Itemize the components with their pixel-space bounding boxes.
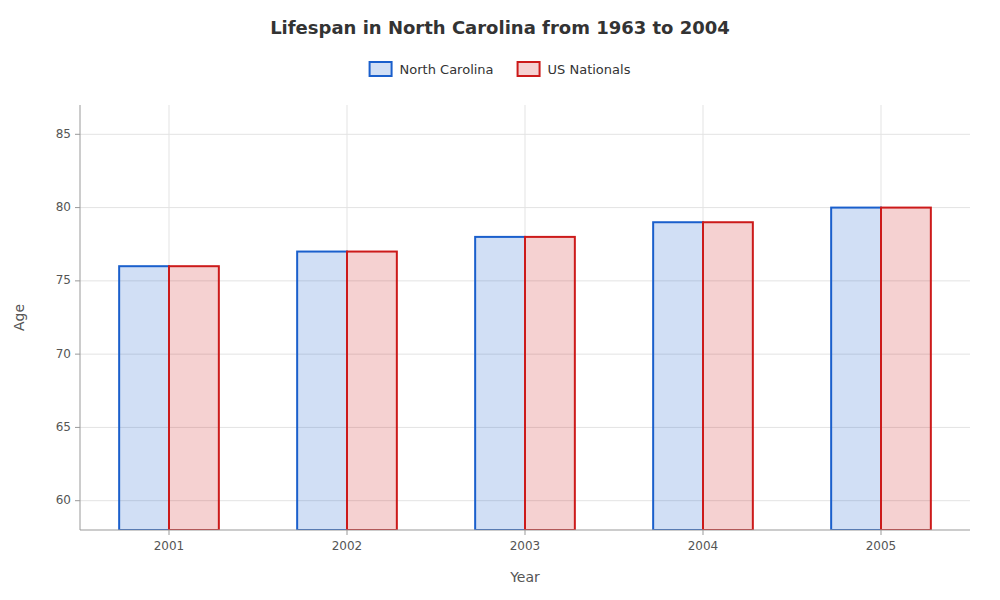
chart: 60 65 70 75 80 85 2001 2002 2003 2004 2005 Year Age L… bbox=[0, 0, 1000, 600]
x-tick-label: 2001 bbox=[154, 539, 185, 553]
x-axis-label: Year bbox=[509, 569, 540, 585]
y-tick bbox=[75, 134, 80, 135]
y-tick bbox=[75, 500, 80, 501]
bar bbox=[881, 208, 931, 530]
x-tick bbox=[881, 530, 882, 535]
grid bbox=[80, 105, 970, 530]
bar bbox=[475, 237, 525, 530]
x-tick bbox=[169, 530, 170, 535]
y-tick-label: 70 bbox=[56, 347, 71, 361]
legend: North Carolina US Nationals bbox=[370, 62, 631, 77]
x-tick bbox=[525, 530, 526, 535]
y-tick-label: 60 bbox=[56, 493, 71, 507]
bar bbox=[703, 222, 753, 530]
y-tick-label: 80 bbox=[56, 200, 71, 214]
y-tick bbox=[75, 427, 80, 428]
x-tick bbox=[703, 530, 704, 535]
y-tick-label: 75 bbox=[56, 273, 71, 287]
x-tick-label: 2003 bbox=[510, 539, 541, 553]
bar bbox=[653, 222, 703, 530]
x-tick-label: 2005 bbox=[866, 539, 897, 553]
legend-label: North Carolina bbox=[400, 62, 494, 77]
bar bbox=[169, 266, 219, 530]
y-axis-label: Age bbox=[11, 304, 27, 331]
y-tick bbox=[75, 354, 80, 355]
bar bbox=[831, 208, 881, 530]
title: Lifespan in North Carolina from 1963 to … bbox=[270, 17, 730, 38]
x-tick-label: 2004 bbox=[688, 539, 719, 553]
y-tick bbox=[75, 280, 80, 281]
bar bbox=[347, 252, 397, 530]
y-tick-label: 85 bbox=[56, 127, 71, 141]
bar bbox=[119, 266, 169, 530]
y-tick-label: 65 bbox=[56, 420, 71, 434]
x-tick-label: 2002 bbox=[332, 539, 363, 553]
bars bbox=[119, 208, 931, 530]
y-axis-line bbox=[80, 105, 81, 530]
bar bbox=[525, 237, 575, 530]
legend-item: North Carolina bbox=[370, 62, 494, 77]
legend-item: US Nationals bbox=[518, 62, 631, 77]
bar bbox=[297, 252, 347, 530]
legend-label: US Nationals bbox=[548, 62, 631, 77]
legend-swatch bbox=[518, 62, 540, 76]
x-tick bbox=[347, 530, 348, 535]
legend-swatch bbox=[370, 62, 392, 76]
y-tick bbox=[75, 207, 80, 208]
